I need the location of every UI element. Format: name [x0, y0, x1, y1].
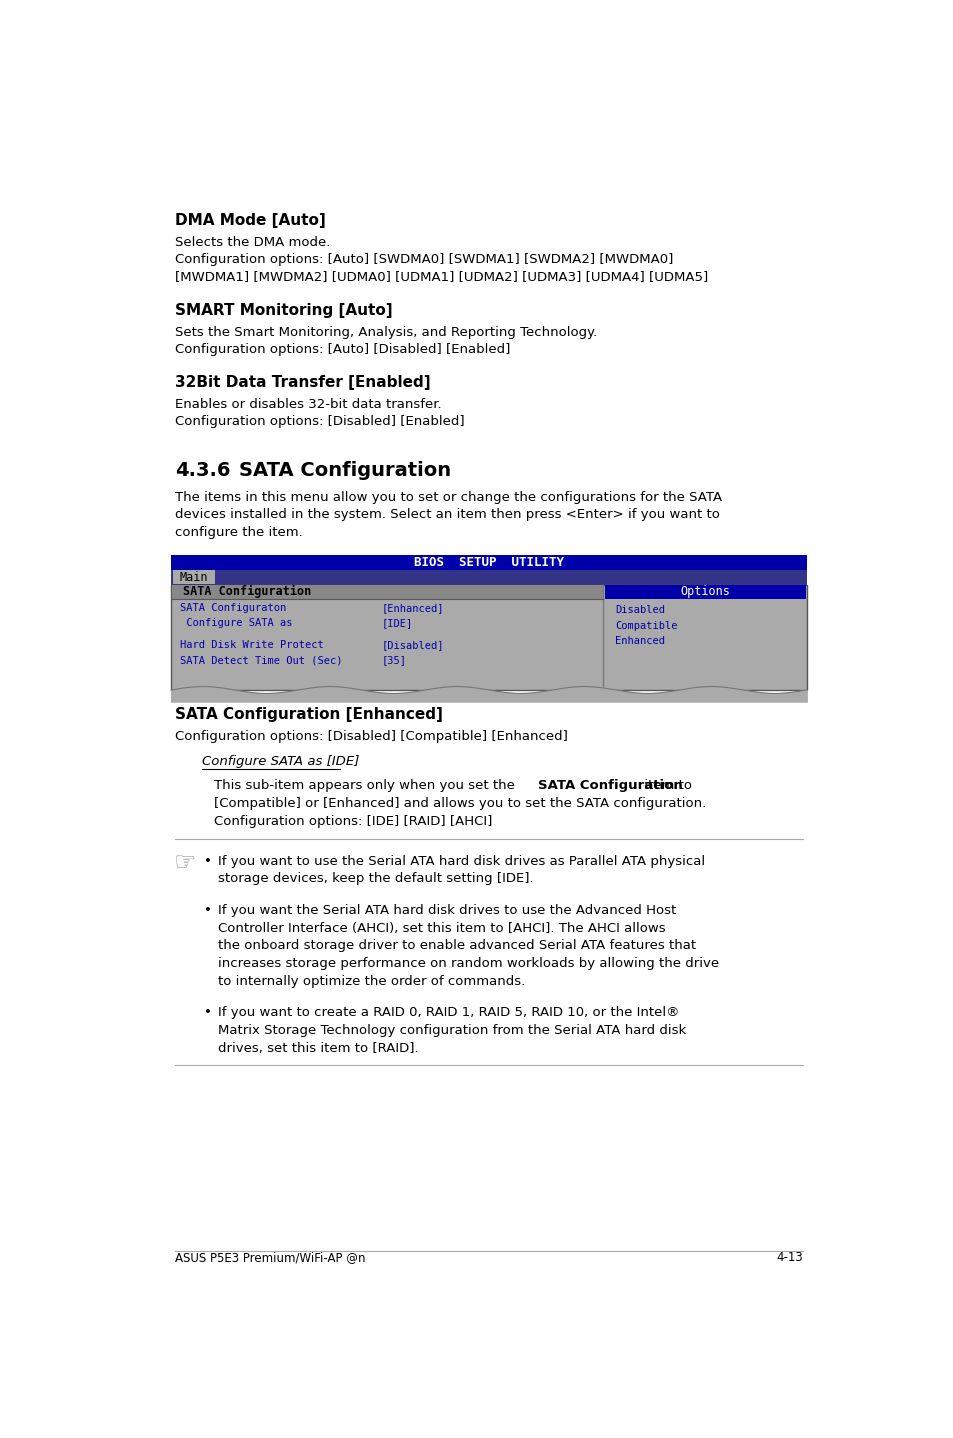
Text: •: • [204, 854, 212, 867]
FancyBboxPatch shape [171, 555, 806, 569]
Text: Configuration options: [Disabled] [Compatible] [Enhanced]: Configuration options: [Disabled] [Compa… [174, 731, 567, 743]
Text: ASUS P5E3 Premium/WiFi-AP @n: ASUS P5E3 Premium/WiFi-AP @n [174, 1251, 365, 1264]
Text: Configuration options: [Auto] [SWDMA0] [SWDMA1] [SWDMA2] [MWDMA0]: Configuration options: [Auto] [SWDMA0] [… [174, 253, 673, 266]
Text: Configuration options: [Disabled] [Enabled]: Configuration options: [Disabled] [Enabl… [174, 416, 464, 429]
Text: 4.3.6: 4.3.6 [174, 462, 231, 480]
Text: If you want to create a RAID 0, RAID 1, RAID 5, RAID 10, or the Intel®: If you want to create a RAID 0, RAID 1, … [217, 1007, 679, 1020]
Text: to internally optimize the order of commands.: to internally optimize the order of comm… [217, 975, 524, 988]
Text: SMART Monitoring [Auto]: SMART Monitoring [Auto] [174, 302, 393, 318]
Text: [Compatible] or [Enhanced] and allows you to set the SATA configuration.: [Compatible] or [Enhanced] and allows yo… [213, 797, 705, 810]
Text: configure the item.: configure the item. [174, 526, 302, 539]
Text: Configuration options: [IDE] [RAID] [AHCI]: Configuration options: [IDE] [RAID] [AHC… [213, 815, 492, 828]
Text: •: • [204, 905, 212, 917]
Text: the onboard storage driver to enable advanced Serial ATA features that: the onboard storage driver to enable adv… [217, 939, 695, 952]
Text: [Disabled]: [Disabled] [381, 640, 444, 650]
Text: Configure SATA as [IDE]: Configure SATA as [IDE] [202, 755, 359, 768]
Text: storage devices, keep the default setting [IDE].: storage devices, keep the default settin… [217, 873, 533, 886]
Text: DMA Mode [Auto]: DMA Mode [Auto] [174, 213, 326, 229]
Text: Selects the DMA mode.: Selects the DMA mode. [174, 236, 330, 249]
Text: Controller Interface (AHCI), set this item to [AHCI]. The AHCI allows: Controller Interface (AHCI), set this it… [217, 922, 664, 935]
Text: drives, set this item to [RAID].: drives, set this item to [RAID]. [217, 1043, 417, 1055]
FancyBboxPatch shape [604, 584, 805, 600]
Text: Hard Disk Write Protect: Hard Disk Write Protect [180, 640, 324, 650]
Text: Matrix Storage Technology configuration from the Serial ATA hard disk: Matrix Storage Technology configuration … [217, 1024, 685, 1037]
Text: devices installed in the system. Select an item then press <Enter> if you want t: devices installed in the system. Select … [174, 508, 720, 522]
Text: 32Bit Data Transfer [Enabled]: 32Bit Data Transfer [Enabled] [174, 375, 430, 390]
Text: Sets the Smart Monitoring, Analysis, and Reporting Technology.: Sets the Smart Monitoring, Analysis, and… [174, 326, 597, 339]
Text: SATA Configuration: SATA Configuration [238, 462, 450, 480]
Text: Configuration options: [Auto] [Disabled] [Enabled]: Configuration options: [Auto] [Disabled]… [174, 342, 510, 355]
Text: SATA Configuraton: SATA Configuraton [180, 603, 287, 613]
Text: [35]: [35] [381, 656, 407, 666]
Text: The items in this menu allow you to set or change the configurations for the SAT: The items in this menu allow you to set … [174, 490, 721, 503]
Text: This sub-item appears only when you set the: This sub-item appears only when you set … [213, 779, 518, 792]
FancyBboxPatch shape [171, 569, 806, 584]
Text: ☞: ☞ [173, 851, 195, 874]
Text: SATA Detect Time Out (Sec): SATA Detect Time Out (Sec) [180, 656, 343, 666]
Text: If you want the Serial ATA hard disk drives to use the Advanced Host: If you want the Serial ATA hard disk dri… [217, 905, 676, 917]
Text: SATA Configuration: SATA Configuration [537, 779, 681, 792]
Text: Compatible: Compatible [615, 621, 677, 631]
Text: SATA Configuration: SATA Configuration [183, 585, 311, 598]
FancyBboxPatch shape [172, 569, 215, 584]
Text: Options: Options [679, 585, 729, 598]
Text: Configure SATA as: Configure SATA as [180, 618, 293, 628]
Text: Disabled: Disabled [615, 605, 664, 615]
FancyBboxPatch shape [172, 584, 602, 600]
Text: •: • [204, 1007, 212, 1020]
Text: Enhanced: Enhanced [615, 636, 664, 646]
Text: Enables or disables 32-bit data transfer.: Enables or disables 32-bit data transfer… [174, 398, 441, 411]
Text: item to: item to [639, 779, 691, 792]
Text: [MWDMA1] [MWDMA2] [UDMA0] [UDMA1] [UDMA2] [UDMA3] [UDMA4] [UDMA5]: [MWDMA1] [MWDMA2] [UDMA0] [UDMA1] [UDMA2… [174, 270, 707, 283]
Text: [IDE]: [IDE] [381, 618, 413, 628]
Text: [Enhanced]: [Enhanced] [381, 603, 444, 613]
Text: SATA Configuration [Enhanced]: SATA Configuration [Enhanced] [174, 707, 442, 722]
Text: increases storage performance on random workloads by allowing the drive: increases storage performance on random … [217, 958, 718, 971]
Text: BIOS  SETUP  UTILITY: BIOS SETUP UTILITY [414, 557, 563, 569]
Text: Main: Main [179, 571, 208, 584]
Text: 4-13: 4-13 [775, 1251, 802, 1264]
Text: If you want to use the Serial ATA hard disk drives as Parallel ATA physical: If you want to use the Serial ATA hard d… [217, 854, 704, 867]
FancyBboxPatch shape [171, 584, 806, 690]
